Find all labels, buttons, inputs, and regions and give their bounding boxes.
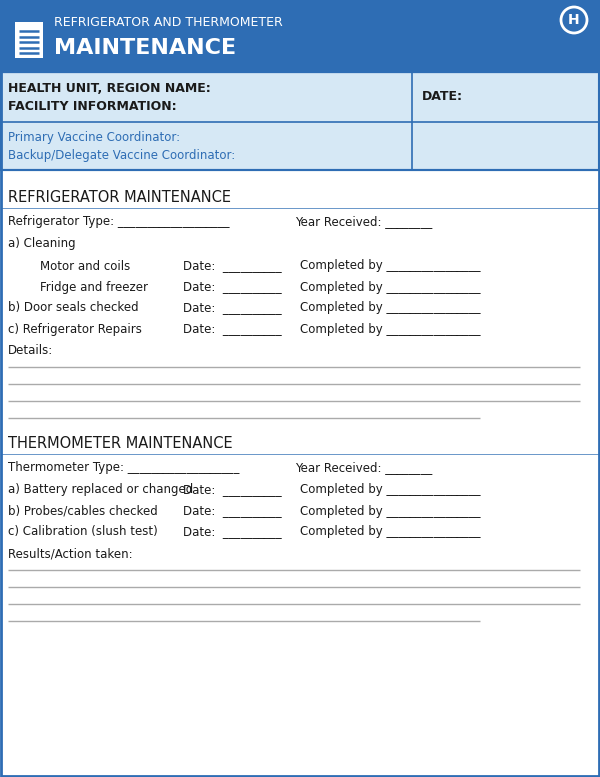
Text: Date:  __________: Date: __________ bbox=[183, 483, 281, 497]
Text: Motor and coils: Motor and coils bbox=[40, 260, 130, 273]
Text: b) Door seals checked: b) Door seals checked bbox=[8, 301, 139, 315]
Text: Thermometer Type: ___________________: Thermometer Type: ___________________ bbox=[8, 462, 239, 475]
Circle shape bbox=[561, 7, 587, 33]
Text: Backup/Delegate Vaccine Coordinator:: Backup/Delegate Vaccine Coordinator: bbox=[8, 149, 235, 162]
Text: Details:: Details: bbox=[8, 344, 53, 357]
Text: THERMOMETER MAINTENANCE: THERMOMETER MAINTENANCE bbox=[8, 437, 233, 451]
Text: Primary Vaccine Coordinator:: Primary Vaccine Coordinator: bbox=[8, 131, 180, 145]
Text: c) Refrigerator Repairs: c) Refrigerator Repairs bbox=[8, 322, 142, 336]
Text: Date:  __________: Date: __________ bbox=[183, 301, 281, 315]
Text: Completed by ________________: Completed by ________________ bbox=[300, 260, 481, 273]
Text: Completed by ________________: Completed by ________________ bbox=[300, 504, 481, 517]
Text: Completed by ________________: Completed by ________________ bbox=[300, 301, 481, 315]
Bar bbox=[0, 72, 600, 122]
Text: Date:  __________: Date: __________ bbox=[183, 525, 281, 538]
Text: MAINTENANCE: MAINTENANCE bbox=[54, 38, 236, 58]
Text: DATE:: DATE: bbox=[422, 90, 463, 103]
Text: Date:  __________: Date: __________ bbox=[183, 504, 281, 517]
Text: REFRIGERATOR MAINTENANCE: REFRIGERATOR MAINTENANCE bbox=[8, 190, 231, 205]
Text: b) Probes/cables checked: b) Probes/cables checked bbox=[8, 504, 158, 517]
Text: Date:  __________: Date: __________ bbox=[183, 280, 281, 294]
Text: H: H bbox=[568, 13, 580, 27]
Text: Results/Action taken:: Results/Action taken: bbox=[8, 548, 133, 560]
Text: Completed by ________________: Completed by ________________ bbox=[300, 483, 481, 497]
Text: Fridge and freezer: Fridge and freezer bbox=[40, 280, 148, 294]
Text: HEALTH UNIT, REGION NAME:: HEALTH UNIT, REGION NAME: bbox=[8, 82, 211, 96]
Text: FACILITY INFORMATION:: FACILITY INFORMATION: bbox=[8, 100, 176, 113]
Text: Refrigerator Type: ___________________: Refrigerator Type: ___________________ bbox=[8, 215, 229, 228]
Bar bbox=[1, 72, 599, 170]
Text: Completed by ________________: Completed by ________________ bbox=[300, 322, 481, 336]
Text: Year Received: ________: Year Received: ________ bbox=[295, 462, 432, 475]
Text: a) Battery replaced or changed: a) Battery replaced or changed bbox=[8, 483, 193, 497]
Bar bbox=[15, 22, 43, 58]
Text: Completed by ________________: Completed by ________________ bbox=[300, 280, 481, 294]
Text: c) Calibration (slush test): c) Calibration (slush test) bbox=[8, 525, 158, 538]
Text: Date:  __________: Date: __________ bbox=[183, 260, 281, 273]
Bar bbox=[0, 0, 600, 72]
Bar bbox=[0, 122, 600, 170]
Text: Year Received: ________: Year Received: ________ bbox=[295, 215, 432, 228]
Text: Completed by ________________: Completed by ________________ bbox=[300, 525, 481, 538]
Text: a) Cleaning: a) Cleaning bbox=[8, 238, 76, 250]
Text: Date:  __________: Date: __________ bbox=[183, 322, 281, 336]
Text: REFRIGERATOR AND THERMOMETER: REFRIGERATOR AND THERMOMETER bbox=[54, 16, 283, 29]
